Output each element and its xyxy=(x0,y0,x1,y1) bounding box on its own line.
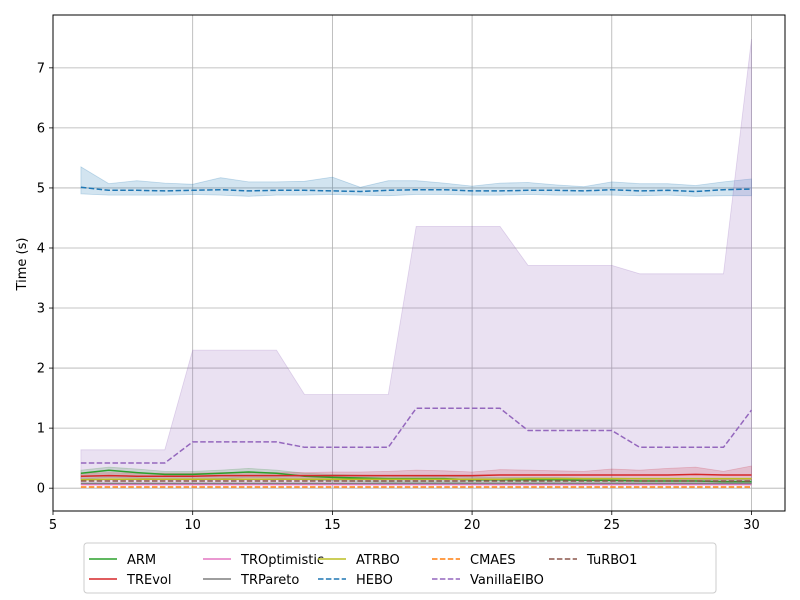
legend-label-atrbo: ATRBO xyxy=(356,553,400,568)
legend: ARM TREvol TROptimistic TRPareto ATRBO HEBO CM… xyxy=(83,542,717,594)
legend-label-turbo1: TuRBO1 xyxy=(586,553,637,568)
x-tick-label: 25 xyxy=(604,518,621,533)
y-tick-label: 0 xyxy=(37,482,45,497)
legend-label-hebo: HEBO xyxy=(356,573,393,588)
x-tick-label: 30 xyxy=(743,518,760,533)
x-tick-label: 10 xyxy=(184,518,201,533)
legend-label-arm: ARM xyxy=(127,553,156,568)
y-tick-label: 4 xyxy=(37,241,45,256)
y-tick-label: 3 xyxy=(37,302,45,317)
confidence-bands xyxy=(80,38,752,485)
legend-label-trpareto: TRPareto xyxy=(240,573,299,588)
x-tick-label: 15 xyxy=(324,518,341,533)
grid xyxy=(52,15,785,511)
legend-label-cmaes: CMAES xyxy=(470,553,516,568)
y-tick-label: 5 xyxy=(37,181,45,196)
x-tick-label: 20 xyxy=(464,518,481,533)
series-line-trevol xyxy=(80,473,752,477)
series-lines xyxy=(80,186,753,488)
y-tick-label: 6 xyxy=(37,121,45,136)
y-axis-label: Time (s) xyxy=(15,238,30,292)
series-line-hebo xyxy=(80,186,752,193)
legend-label-trevol: TREvol xyxy=(126,573,171,588)
band-vanillaeibo xyxy=(80,38,752,485)
band-hebo xyxy=(80,166,752,197)
x-axis: 5 10 15 20 25 30 xyxy=(49,511,760,533)
x-tick-label: 5 xyxy=(49,518,57,533)
legend-label-troptimistic: TROptimistic xyxy=(240,553,324,568)
legend-label-vanillaeibo: VanillaEIBO xyxy=(470,573,544,588)
y-axis: 0 1 2 3 4 5 6 7 xyxy=(37,61,53,497)
series-line-atrbo xyxy=(80,477,752,481)
y-tick-label: 2 xyxy=(37,362,45,377)
y-tick-label: 1 xyxy=(37,422,45,437)
series-line-vanillaeibo xyxy=(80,407,753,464)
y-tick-label: 7 xyxy=(37,61,45,76)
plot-frame xyxy=(52,14,786,512)
legend-box xyxy=(83,542,717,594)
